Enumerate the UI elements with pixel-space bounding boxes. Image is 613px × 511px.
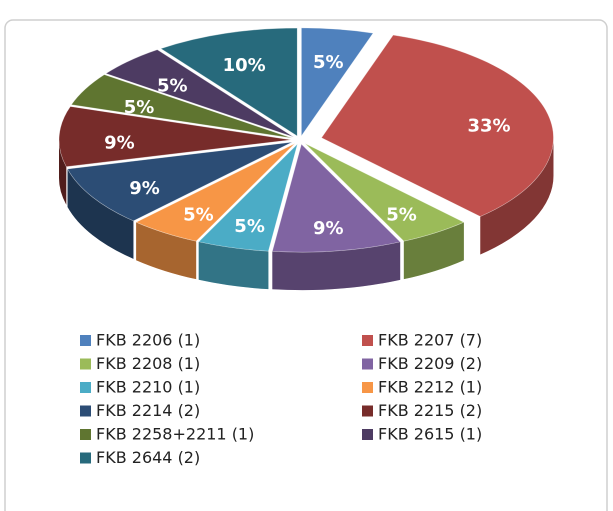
legend-swatch [362, 382, 373, 393]
legend-swatch [80, 358, 91, 370]
legend-label: FKB 2644 (2) [96, 448, 200, 467]
data-label: 5% [234, 216, 265, 237]
legend-swatch [362, 429, 373, 440]
slice-side-shade [59, 139, 67, 205]
data-label: 9% [104, 132, 135, 153]
legend-swatch [80, 429, 91, 440]
legend-swatch [362, 358, 373, 370]
slice [160, 27, 298, 137]
pie-walls [59, 137, 554, 291]
legend-swatch [80, 452, 91, 464]
data-label: 5% [124, 97, 155, 118]
legend-label: FKB 2207 (7) [378, 331, 482, 350]
slice [321, 34, 554, 217]
data-label: 33% [467, 115, 510, 136]
legend-swatch [80, 335, 91, 346]
data-label: 5% [157, 76, 188, 97]
legend-swatch [80, 382, 91, 393]
data-label: 5% [313, 52, 344, 73]
data-label: 10% [223, 55, 266, 76]
slice [304, 143, 465, 242]
slice-side-shade [198, 241, 269, 290]
legend-label: FKB 2212 (1) [378, 378, 482, 397]
slice [70, 74, 293, 139]
legend-label: FKB 2258+2211 (1) [96, 425, 254, 444]
slice [271, 143, 401, 253]
slice-side [59, 139, 67, 205]
legend: FKB 2206 (1) FKB 2207 (7) FKB 2208 (1) FKB … [80, 331, 482, 467]
slice-side [136, 222, 197, 280]
legend-swatch [80, 405, 91, 417]
legend-swatch [362, 335, 373, 346]
slice [198, 143, 299, 252]
legend-label: FKB 2214 (2) [96, 401, 200, 420]
slice [135, 143, 296, 242]
legend-label: FKB 2615 (1) [378, 425, 482, 444]
legend-label: FKB 2209 (2) [378, 354, 482, 373]
legend-label: FKB 2215 (2) [378, 401, 482, 420]
data-label: 9% [129, 178, 160, 199]
legend-swatch [362, 405, 373, 417]
slice-side [272, 241, 401, 291]
slice-side-shade [272, 241, 401, 291]
slice [301, 27, 374, 137]
pie-tops [58, 27, 554, 253]
data-label: 9% [313, 218, 344, 239]
slice-side [198, 241, 269, 290]
legend-label: FKB 2210 (1) [96, 378, 200, 397]
slice-side [403, 222, 464, 280]
slice [105, 49, 294, 138]
slice-side [67, 168, 134, 259]
data-label: 5% [183, 205, 214, 226]
slice-side-shade [403, 222, 464, 280]
legend-label: FKB 2208 (1) [96, 354, 200, 373]
pie-labels: 5%33%5%9%5%5%9%9%5%5%10% [104, 52, 510, 239]
slice [58, 106, 292, 168]
legend-label: FKB 2206 (1) [96, 331, 200, 350]
slice-side-shade [67, 168, 134, 259]
data-label: 5% [386, 205, 417, 226]
slice [67, 141, 293, 222]
slice-side-shade [136, 222, 197, 280]
